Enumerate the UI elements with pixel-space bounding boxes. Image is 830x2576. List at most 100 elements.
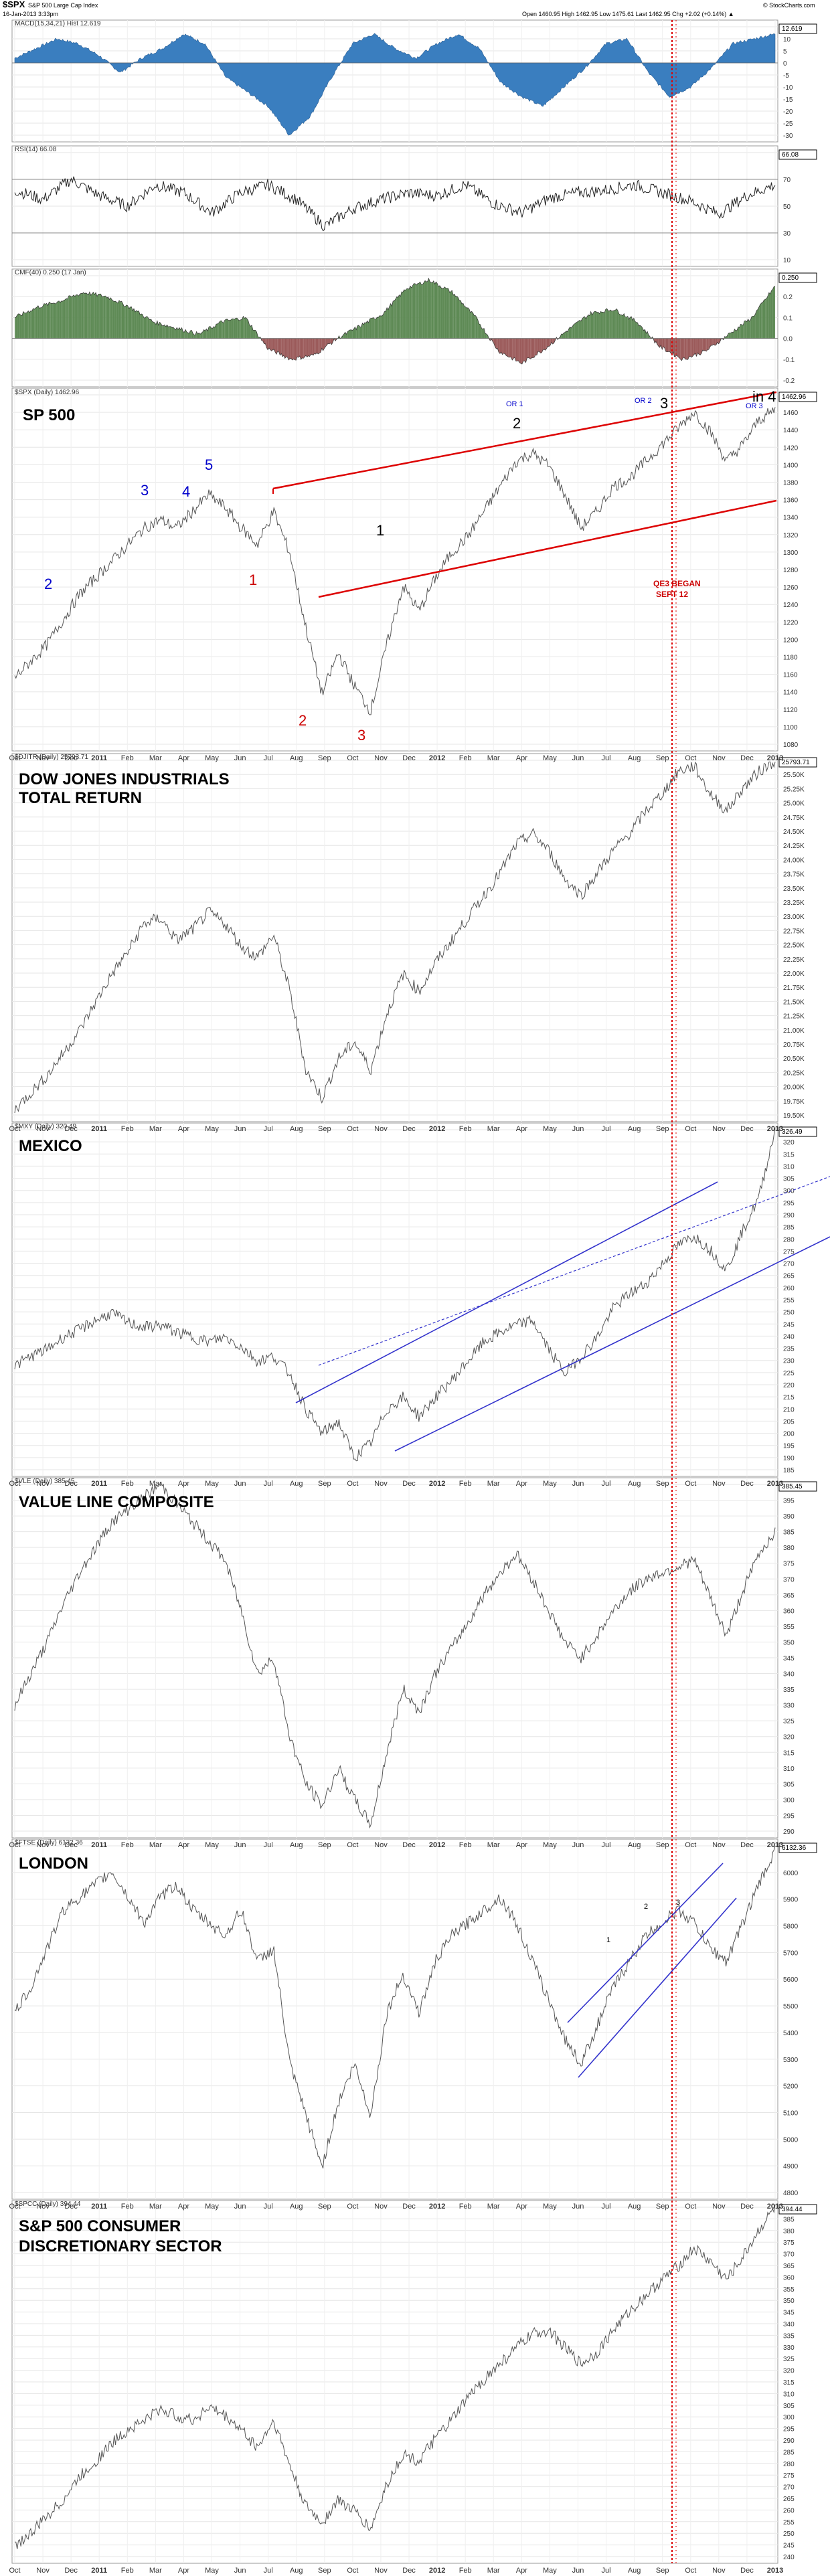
- mexico-y-tick: 310: [783, 1163, 795, 1171]
- x-axis-label-vle: Oct: [685, 1841, 696, 1849]
- cmf-area-segment: [469, 309, 471, 339]
- cmf-area-segment: [23, 311, 25, 339]
- djitr-label: $DJITR (Daily) 25793.71: [15, 754, 88, 761]
- cmf-area-segment: [590, 311, 592, 339]
- cmf-area-segment: [175, 327, 177, 339]
- vle-y-tick: 375: [783, 1561, 795, 1568]
- brand-logo: © StockCharts.com: [763, 2, 815, 9]
- x-axis-label-djitr: 2012: [429, 1125, 445, 1133]
- cmf-area-segment: [514, 338, 516, 361]
- cmf-area-segment: [115, 301, 117, 339]
- wave-label-or1: OR 1: [506, 400, 523, 408]
- x-axis-label-spcc: Dec: [740, 2567, 754, 2575]
- x-axis-label-djitr: Apr: [178, 1125, 189, 1133]
- cmf-y-tick: 0.0: [783, 336, 793, 343]
- spcc-y-tick: 240: [783, 2554, 795, 2561]
- wave-label-3-red: 3: [357, 727, 365, 744]
- spcc-title-1: S&P 500 CONSUMER: [19, 2217, 181, 2235]
- x-axis-label-djitr: Oct: [9, 1125, 20, 1133]
- cmf-area-segment: [389, 303, 391, 339]
- ftse-wave-1: 1: [606, 1936, 610, 1944]
- x-axis-label-vle: Aug: [290, 1841, 303, 1849]
- ftse-wave-2: 2: [644, 1903, 648, 1911]
- cmf-area-segment: [636, 322, 638, 339]
- cmf-area-segment: [521, 338, 523, 364]
- cmf-area-segment: [615, 309, 617, 339]
- cmf-y-tick: -0.1: [783, 357, 795, 364]
- ftse-y-tick: 5100: [783, 2110, 799, 2117]
- cmf-area-segment: [530, 338, 532, 359]
- cmf-area-segment: [714, 338, 716, 346]
- cmf-area-segment: [733, 329, 735, 339]
- cmf-area-segment: [368, 319, 370, 339]
- x-axis-label-vle: Nov: [374, 1841, 388, 1849]
- cmf-area-segment: [561, 333, 563, 339]
- x-axis-label-ftse: Feb: [459, 2203, 472, 2211]
- x-axis-label-djitr: Feb: [459, 1125, 472, 1133]
- x-axis-label-djitr: Oct: [347, 1125, 358, 1133]
- cmf-area-segment: [603, 312, 604, 339]
- cmf-area-segment: [200, 333, 201, 339]
- cmf-area-segment: [578, 320, 580, 339]
- mexico-y-tick: 245: [783, 1321, 795, 1328]
- djitr-y-tick: 24.00K: [783, 857, 805, 864]
- cmf-area-segment: [302, 338, 304, 359]
- cmf-area-segment: [658, 338, 660, 348]
- spx-last-value: 1462.96: [782, 394, 807, 401]
- cmf-area-segment: [716, 338, 718, 345]
- vle-label: $VLE (Daily) 385.45: [15, 1478, 75, 1485]
- cmf-area-segment: [309, 338, 311, 357]
- x-axis-label-spcc: Jul: [264, 2567, 273, 2575]
- x-axis-label-spcc: 2012: [429, 2567, 445, 2575]
- cmf-area-segment: [52, 303, 54, 339]
- cmf-area-segment: [622, 313, 625, 339]
- cmf-area-segment: [481, 328, 483, 339]
- djitr-y-tick: 24.75K: [783, 814, 805, 822]
- wave-label-1-red: 1: [249, 572, 257, 588]
- cmf-area-segment: [749, 319, 751, 339]
- cmf-area-segment: [189, 331, 191, 339]
- cmf-area-segment: [609, 310, 611, 339]
- cmf-area-segment: [616, 309, 618, 339]
- djitr-y-tick: 19.75K: [783, 1098, 805, 1106]
- vle-y-tick: 370: [783, 1576, 795, 1583]
- djitr-y-tick: 22.25K: [783, 956, 805, 964]
- cmf-area-segment: [371, 318, 373, 339]
- spcc-y-tick: 255: [783, 2519, 795, 2526]
- cmf-area-segment: [679, 338, 681, 359]
- cmf-area-segment: [752, 316, 754, 339]
- cmf-area-segment: [470, 311, 472, 339]
- cmf-area-segment: [418, 282, 420, 339]
- spcc-y-tick: 265: [783, 2496, 795, 2503]
- cmf-area-segment: [427, 278, 429, 339]
- cmf-area-segment: [444, 286, 446, 339]
- x-axis-label-spcc: Oct: [9, 2567, 20, 2575]
- cmf-area-segment: [157, 321, 159, 339]
- cmf-area-segment: [282, 338, 284, 357]
- cmf-area-segment: [143, 317, 145, 339]
- macd-last-value-box: [778, 23, 817, 34]
- mexico-y-tick: 320: [783, 1139, 795, 1146]
- x-axis-label-spcc: Oct: [685, 2567, 696, 2575]
- cmf-area-segment: [288, 338, 290, 360]
- cmf-area-segment: [577, 321, 579, 339]
- cmf-area-segment: [528, 338, 529, 359]
- cmf-area-segment: [527, 338, 529, 359]
- cmf-area-segment: [461, 300, 463, 339]
- cmf-area-segment: [325, 338, 327, 347]
- mexico-y-tick: 235: [783, 1346, 795, 1353]
- x-axis-label-spx: Nov: [36, 754, 50, 762]
- mexico-y-tick: 270: [783, 1261, 795, 1268]
- x-axis-label-spx: Oct: [9, 754, 20, 762]
- cmf-area-segment: [703, 338, 706, 351]
- cmf-area-segment: [621, 315, 623, 339]
- cmf-area-segment: [431, 282, 432, 339]
- x-axis-label-vle: May: [543, 1841, 557, 1849]
- x-axis-label-ftse: Nov: [712, 2203, 726, 2211]
- cmf-area-segment: [430, 281, 432, 339]
- cmf-area-segment: [186, 331, 188, 339]
- cmf-area-segment: [284, 338, 286, 359]
- cmf-area-segment: [120, 301, 122, 339]
- cmf-area-segment: [48, 302, 50, 339]
- cmf-area-segment: [66, 298, 68, 339]
